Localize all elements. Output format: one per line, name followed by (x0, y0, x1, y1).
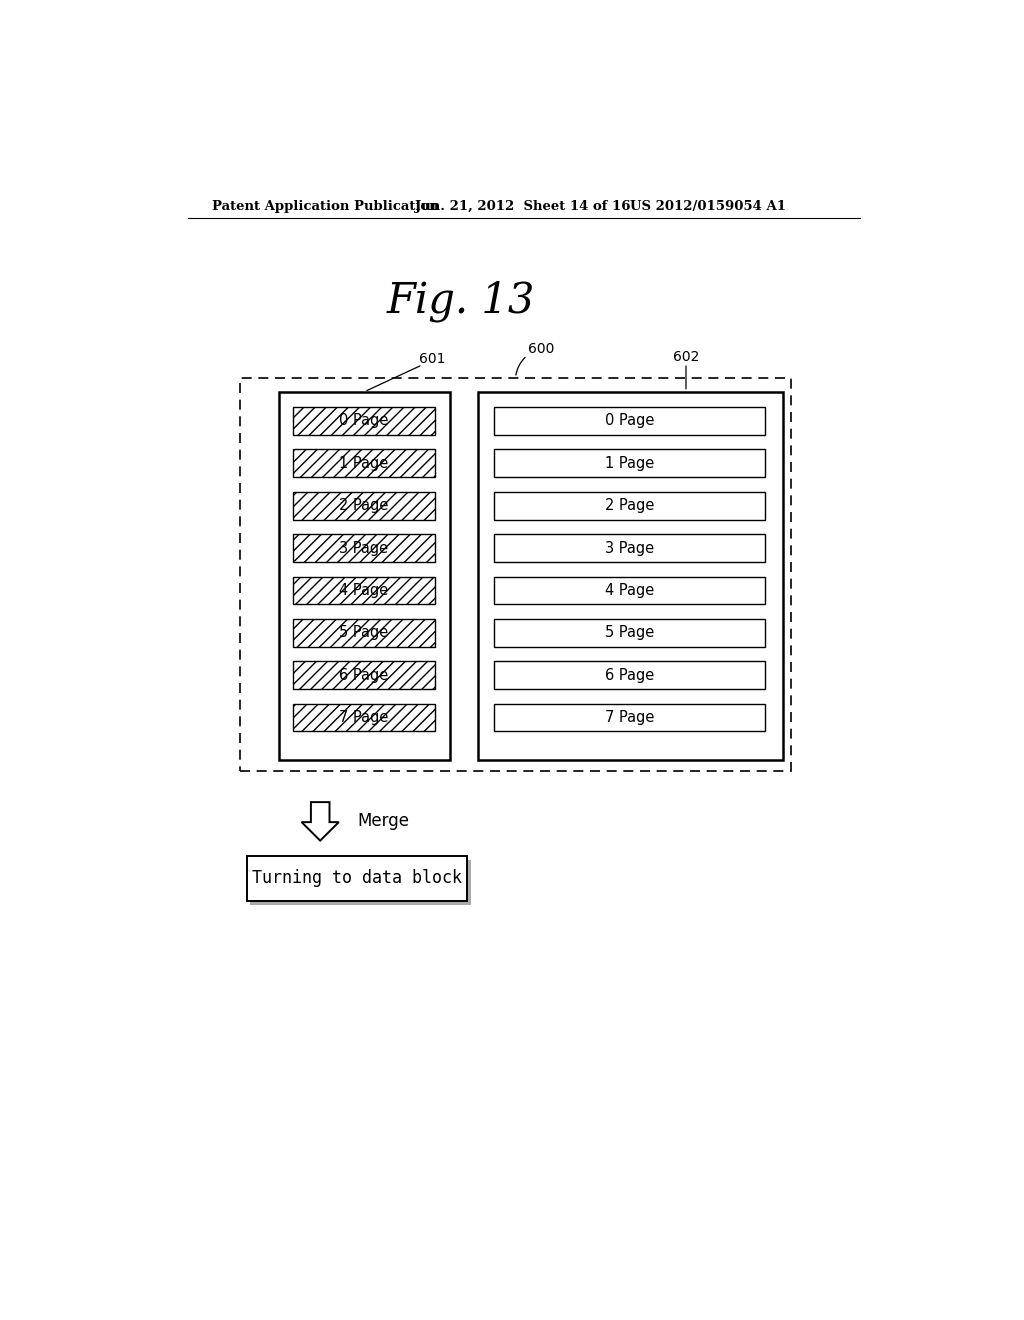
Bar (293, 535, 435, 562)
Text: 1 Page: 1 Page (605, 455, 654, 471)
Text: 3 Page: 3 Page (339, 540, 388, 556)
Text: 5 Page: 5 Page (605, 626, 654, 640)
Text: Fig. 13: Fig. 13 (387, 280, 536, 322)
Polygon shape (302, 803, 339, 841)
Bar (494, 704, 765, 731)
Text: 6 Page: 6 Page (339, 668, 389, 682)
Bar (251, 859, 471, 904)
Bar (494, 492, 765, 520)
Text: Patent Application Publication: Patent Application Publication (212, 199, 438, 213)
Bar (293, 449, 435, 478)
Text: Turning to data block: Turning to data block (252, 870, 462, 887)
Text: 3 Page: 3 Page (605, 540, 654, 556)
Bar (293, 661, 435, 689)
Text: 0 Page: 0 Page (605, 413, 654, 429)
Text: 2 Page: 2 Page (605, 498, 654, 513)
Text: 2 Page: 2 Page (339, 498, 389, 513)
Bar (494, 407, 765, 434)
Bar (293, 407, 435, 434)
Bar (478, 392, 783, 760)
Bar (494, 449, 765, 478)
Text: 7 Page: 7 Page (339, 710, 389, 725)
Text: US 2012/0159054 A1: US 2012/0159054 A1 (630, 199, 786, 213)
Text: 4 Page: 4 Page (605, 583, 654, 598)
Text: 6 Page: 6 Page (605, 668, 654, 682)
Bar (241, 378, 791, 771)
Text: Jun. 21, 2012  Sheet 14 of 16: Jun. 21, 2012 Sheet 14 of 16 (415, 199, 630, 213)
Bar (494, 619, 765, 647)
Bar (280, 392, 450, 760)
Text: 601: 601 (419, 352, 445, 367)
Text: 1 Page: 1 Page (339, 455, 389, 471)
Text: 7 Page: 7 Page (605, 710, 654, 725)
Text: 0 Page: 0 Page (339, 413, 389, 429)
Bar (293, 577, 435, 605)
Bar (293, 704, 435, 731)
Text: 602: 602 (673, 350, 699, 364)
Bar (293, 619, 435, 647)
Bar (247, 857, 467, 900)
Bar (494, 661, 765, 689)
Text: 5 Page: 5 Page (339, 626, 389, 640)
Bar (494, 577, 765, 605)
Bar (494, 535, 765, 562)
Text: Merge: Merge (357, 812, 410, 830)
Text: 4 Page: 4 Page (339, 583, 389, 598)
Bar (293, 492, 435, 520)
Text: 600: 600 (528, 342, 554, 356)
